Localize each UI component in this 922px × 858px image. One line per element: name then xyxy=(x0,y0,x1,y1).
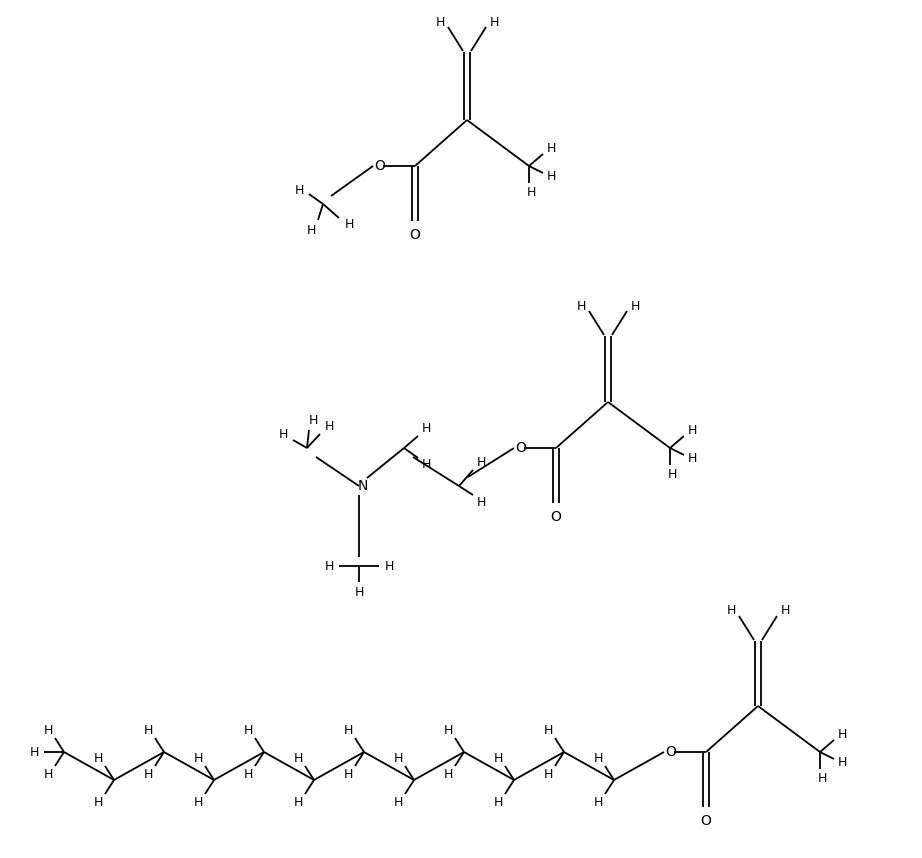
Text: H: H xyxy=(421,458,431,472)
Text: H: H xyxy=(493,752,502,764)
Text: H: H xyxy=(243,723,253,736)
Text: H: H xyxy=(354,585,363,599)
Text: H: H xyxy=(93,795,102,808)
Text: H: H xyxy=(687,452,697,466)
Text: H: H xyxy=(344,219,354,232)
Text: H: H xyxy=(493,795,502,808)
Text: H: H xyxy=(443,768,453,781)
Text: H: H xyxy=(526,185,536,198)
Text: H: H xyxy=(278,427,288,440)
Text: H: H xyxy=(435,15,444,28)
Text: H: H xyxy=(293,752,302,764)
Text: H: H xyxy=(727,605,736,618)
Text: H: H xyxy=(421,421,431,434)
Text: H: H xyxy=(30,746,39,758)
Text: H: H xyxy=(325,420,334,432)
Text: H: H xyxy=(837,728,846,741)
Text: O: O xyxy=(701,814,712,828)
Text: H: H xyxy=(394,752,403,764)
Text: H: H xyxy=(194,795,203,808)
Text: N: N xyxy=(358,479,368,493)
Text: H: H xyxy=(543,768,552,781)
Text: H: H xyxy=(294,184,303,196)
Text: H: H xyxy=(594,795,603,808)
Text: O: O xyxy=(374,159,385,173)
Text: O: O xyxy=(550,510,561,524)
Text: H: H xyxy=(325,559,334,572)
Text: O: O xyxy=(666,745,677,759)
Text: H: H xyxy=(576,299,585,312)
Text: H: H xyxy=(308,414,318,426)
Text: H: H xyxy=(817,771,827,784)
Text: H: H xyxy=(443,723,453,736)
Text: H: H xyxy=(547,142,556,155)
Text: H: H xyxy=(43,768,53,781)
Text: H: H xyxy=(93,752,102,764)
Text: H: H xyxy=(43,723,53,736)
Text: H: H xyxy=(780,605,789,618)
Text: H: H xyxy=(631,299,640,312)
Text: H: H xyxy=(243,768,253,781)
Text: H: H xyxy=(837,757,846,770)
Text: H: H xyxy=(668,468,677,480)
Text: H: H xyxy=(143,768,153,781)
Text: H: H xyxy=(194,752,203,764)
Text: H: H xyxy=(543,723,552,736)
Text: H: H xyxy=(490,15,499,28)
Text: H: H xyxy=(477,456,486,468)
Text: H: H xyxy=(306,223,315,237)
Text: H: H xyxy=(343,768,353,781)
Text: H: H xyxy=(143,723,153,736)
Text: H: H xyxy=(547,171,556,184)
Text: H: H xyxy=(594,752,603,764)
Text: O: O xyxy=(515,441,526,455)
Text: H: H xyxy=(384,559,394,572)
Text: H: H xyxy=(687,425,697,438)
Text: H: H xyxy=(343,723,353,736)
Text: H: H xyxy=(477,496,486,509)
Text: O: O xyxy=(409,228,420,242)
Text: H: H xyxy=(293,795,302,808)
Text: H: H xyxy=(394,795,403,808)
